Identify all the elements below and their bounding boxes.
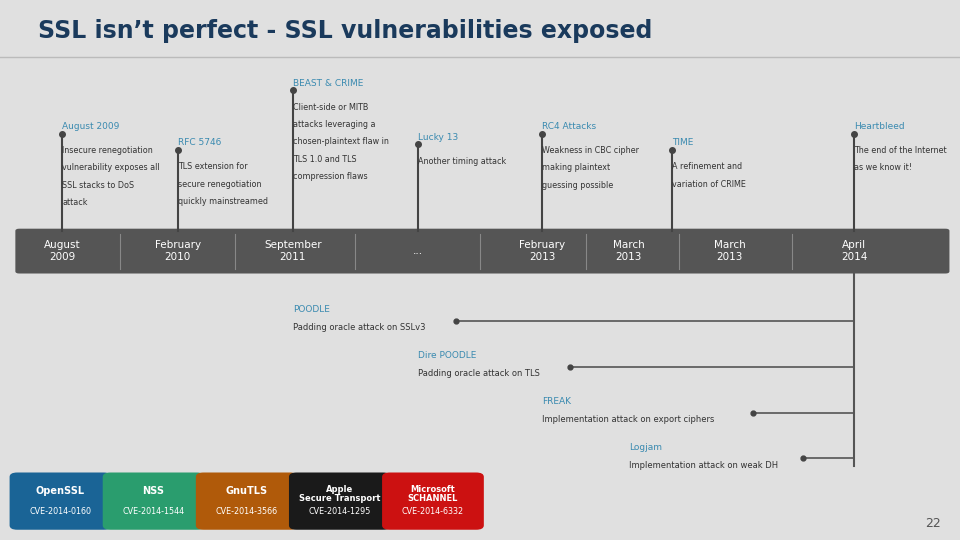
Text: NSS: NSS <box>143 487 164 496</box>
Text: FREAK: FREAK <box>542 397 571 406</box>
Text: April
2014: April 2014 <box>841 240 868 262</box>
Text: CVE-2014-1544: CVE-2014-1544 <box>123 508 184 516</box>
Text: Weakness in CBC cipher: Weakness in CBC cipher <box>542 146 639 155</box>
Text: August 2009: August 2009 <box>62 122 120 131</box>
Text: Client-side or MITB: Client-side or MITB <box>293 103 369 112</box>
FancyBboxPatch shape <box>196 472 298 530</box>
Text: secure renegotiation: secure renegotiation <box>178 179 261 188</box>
Text: Padding oracle attack on SSLv3: Padding oracle attack on SSLv3 <box>293 323 425 332</box>
Text: attack: attack <box>62 198 88 207</box>
Text: Lucky 13: Lucky 13 <box>418 133 458 141</box>
Text: CVE-2014-0160: CVE-2014-0160 <box>30 508 91 516</box>
Text: Apple: Apple <box>326 485 353 494</box>
Text: compression flaws: compression flaws <box>293 172 368 181</box>
Text: Implementation attack on weak DH: Implementation attack on weak DH <box>629 461 778 470</box>
Text: Microsoft: Microsoft <box>411 485 455 494</box>
Text: Heartbleed: Heartbleed <box>854 122 905 131</box>
Text: March
2013: March 2013 <box>612 240 645 262</box>
Text: guessing possible: guessing possible <box>542 180 613 190</box>
Text: © F5 Networks, Inc: © F5 Networks, Inc <box>19 520 113 530</box>
Text: A refinement and: A refinement and <box>672 162 742 171</box>
Text: BEAST & CRIME: BEAST & CRIME <box>293 79 363 87</box>
Text: Another timing attack: Another timing attack <box>418 157 506 166</box>
Text: February
2013: February 2013 <box>519 240 565 262</box>
Text: SSL isn’t perfect - SSL vulnerabilities exposed: SSL isn’t perfect - SSL vulnerabilities … <box>38 19 653 43</box>
Text: Implementation attack on export ciphers: Implementation attack on export ciphers <box>542 415 715 424</box>
Text: August
2009: August 2009 <box>44 240 81 262</box>
Text: TIME: TIME <box>672 138 693 147</box>
Text: Insecure renegotiation: Insecure renegotiation <box>62 146 154 155</box>
Text: POODLE: POODLE <box>293 305 329 314</box>
Text: RFC 5746: RFC 5746 <box>178 138 221 147</box>
FancyBboxPatch shape <box>10 472 111 530</box>
Text: vulnerability exposes all: vulnerability exposes all <box>62 164 160 172</box>
Text: Logjam: Logjam <box>629 443 661 452</box>
Text: RC4 Attacks: RC4 Attacks <box>542 122 596 131</box>
Text: SSL stacks to DoS: SSL stacks to DoS <box>62 180 134 190</box>
Text: TLS 1.0 and TLS: TLS 1.0 and TLS <box>293 154 356 164</box>
Text: Secure Transport: Secure Transport <box>300 495 380 503</box>
Text: CVE-2014-6332: CVE-2014-6332 <box>402 508 464 516</box>
Text: Dire POODLE: Dire POODLE <box>418 351 476 360</box>
Text: Padding oracle attack on TLS: Padding oracle attack on TLS <box>418 369 540 378</box>
Text: September
2011: September 2011 <box>264 240 322 262</box>
Text: quickly mainstreamed: quickly mainstreamed <box>178 197 268 206</box>
Text: chosen-plaintext flaw in: chosen-plaintext flaw in <box>293 137 389 146</box>
Text: February
2010: February 2010 <box>155 240 201 262</box>
FancyBboxPatch shape <box>15 229 949 273</box>
FancyBboxPatch shape <box>103 472 204 530</box>
Text: SCHANNEL: SCHANNEL <box>408 495 458 503</box>
Text: making plaintext: making plaintext <box>542 164 611 172</box>
Text: CVE-2014-3566: CVE-2014-3566 <box>216 508 277 516</box>
Text: March
2013: March 2013 <box>713 240 746 262</box>
FancyBboxPatch shape <box>289 472 391 530</box>
Text: variation of CRIME: variation of CRIME <box>672 179 746 188</box>
Text: as we know it!: as we know it! <box>854 164 912 172</box>
Text: CVE-2014-1295: CVE-2014-1295 <box>309 508 371 516</box>
Text: GnuTLS: GnuTLS <box>226 487 268 496</box>
Text: ...: ... <box>413 246 422 256</box>
Text: TLS extension for: TLS extension for <box>178 162 248 171</box>
Text: 22: 22 <box>925 517 941 530</box>
Text: The end of the Internet: The end of the Internet <box>854 146 947 155</box>
Text: OpenSSL: OpenSSL <box>36 487 85 496</box>
FancyBboxPatch shape <box>382 472 484 530</box>
Text: attacks leveraging a: attacks leveraging a <box>293 120 375 129</box>
